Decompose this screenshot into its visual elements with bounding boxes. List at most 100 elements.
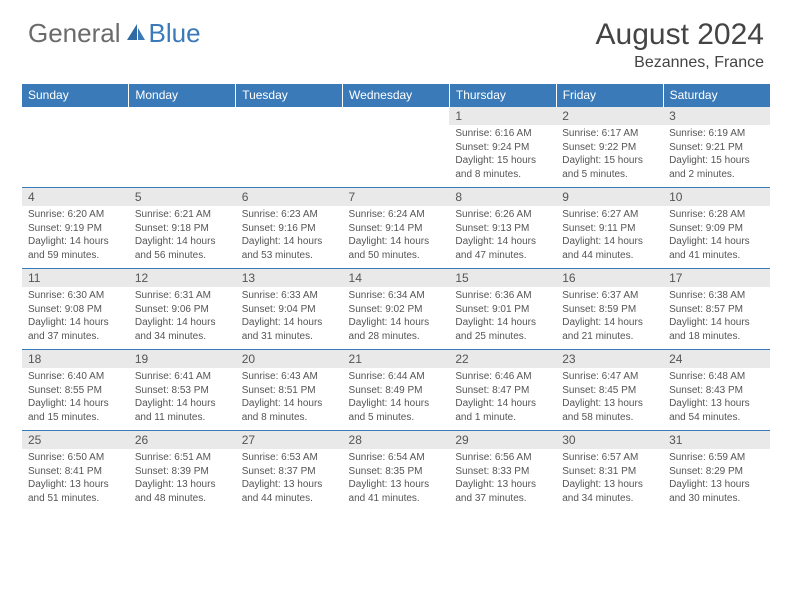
day-number-cell: 2 [556, 107, 663, 126]
day-number-cell: 25 [22, 431, 129, 450]
sunset-line: Sunset: 9:09 PM [669, 222, 764, 236]
sunset-line: Sunset: 9:21 PM [669, 141, 764, 155]
day-number-cell: 20 [236, 350, 343, 369]
daylight-line: Daylight: 13 hours and 48 minutes. [135, 478, 230, 505]
sunrise-line: Sunrise: 6:43 AM [242, 370, 337, 384]
day-number-cell: 21 [343, 350, 450, 369]
sunrise-line: Sunrise: 6:28 AM [669, 208, 764, 222]
sunset-line: Sunset: 9:14 PM [349, 222, 444, 236]
title-block: August 2024 Bezannes, France [596, 18, 764, 72]
daylight-line: Daylight: 13 hours and 44 minutes. [242, 478, 337, 505]
sunrise-line: Sunrise: 6:16 AM [455, 127, 550, 141]
daylight-line: Daylight: 14 hours and 56 minutes. [135, 235, 230, 262]
sunset-line: Sunset: 8:49 PM [349, 384, 444, 398]
daylight-line: Daylight: 14 hours and 25 minutes. [455, 316, 550, 343]
day-number-cell: 5 [129, 188, 236, 207]
day-info-cell: Sunrise: 6:37 AMSunset: 8:59 PMDaylight:… [556, 287, 663, 350]
day-number-cell: 18 [22, 350, 129, 369]
daylight-line: Daylight: 14 hours and 11 minutes. [135, 397, 230, 424]
sunrise-line: Sunrise: 6:46 AM [455, 370, 550, 384]
sunrise-line: Sunrise: 6:44 AM [349, 370, 444, 384]
day-number-cell: 13 [236, 269, 343, 288]
sunrise-line: Sunrise: 6:47 AM [562, 370, 657, 384]
day-number-cell: 14 [343, 269, 450, 288]
day-info-cell: Sunrise: 6:44 AMSunset: 8:49 PMDaylight:… [343, 368, 450, 431]
day-number-cell: 28 [343, 431, 450, 450]
day-info-cell: Sunrise: 6:48 AMSunset: 8:43 PMDaylight:… [663, 368, 770, 431]
day-number-cell: 19 [129, 350, 236, 369]
sunset-line: Sunset: 9:13 PM [455, 222, 550, 236]
sunset-line: Sunset: 8:29 PM [669, 465, 764, 479]
sunrise-line: Sunrise: 6:19 AM [669, 127, 764, 141]
sunset-line: Sunset: 9:22 PM [562, 141, 657, 155]
daylight-line: Daylight: 13 hours and 37 minutes. [455, 478, 550, 505]
daynum-row: 45678910 [22, 188, 770, 207]
daylight-line: Daylight: 14 hours and 34 minutes. [135, 316, 230, 343]
day-info-cell: Sunrise: 6:51 AMSunset: 8:39 PMDaylight:… [129, 449, 236, 511]
day-info-cell: Sunrise: 6:23 AMSunset: 9:16 PMDaylight:… [236, 206, 343, 269]
daynum-row: 25262728293031 [22, 431, 770, 450]
day-number-cell: 3 [663, 107, 770, 126]
sunset-line: Sunset: 8:45 PM [562, 384, 657, 398]
day-number-cell: 8 [449, 188, 556, 207]
day-info-cell: Sunrise: 6:59 AMSunset: 8:29 PMDaylight:… [663, 449, 770, 511]
daylight-line: Daylight: 14 hours and 44 minutes. [562, 235, 657, 262]
day-info-cell: Sunrise: 6:53 AMSunset: 8:37 PMDaylight:… [236, 449, 343, 511]
sunset-line: Sunset: 8:57 PM [669, 303, 764, 317]
day-number-cell: 7 [343, 188, 450, 207]
daylight-line: Daylight: 14 hours and 15 minutes. [28, 397, 123, 424]
day-number-cell: 9 [556, 188, 663, 207]
daylight-line: Daylight: 13 hours and 58 minutes. [562, 397, 657, 424]
sunset-line: Sunset: 9:08 PM [28, 303, 123, 317]
day-info-cell: Sunrise: 6:26 AMSunset: 9:13 PMDaylight:… [449, 206, 556, 269]
day-number-cell [343, 107, 450, 126]
sunset-line: Sunset: 8:41 PM [28, 465, 123, 479]
day-info-cell: Sunrise: 6:17 AMSunset: 9:22 PMDaylight:… [556, 125, 663, 188]
sunrise-line: Sunrise: 6:23 AM [242, 208, 337, 222]
sunrise-line: Sunrise: 6:37 AM [562, 289, 657, 303]
day-info-cell: Sunrise: 6:20 AMSunset: 9:19 PMDaylight:… [22, 206, 129, 269]
day-number-cell: 10 [663, 188, 770, 207]
daynum-row: 11121314151617 [22, 269, 770, 288]
day-info-cell: Sunrise: 6:31 AMSunset: 9:06 PMDaylight:… [129, 287, 236, 350]
day-number-cell: 29 [449, 431, 556, 450]
sunrise-line: Sunrise: 6:59 AM [669, 451, 764, 465]
sunset-line: Sunset: 8:39 PM [135, 465, 230, 479]
day-info-cell: Sunrise: 6:33 AMSunset: 9:04 PMDaylight:… [236, 287, 343, 350]
daylight-line: Daylight: 14 hours and 53 minutes. [242, 235, 337, 262]
day-info-cell: Sunrise: 6:19 AMSunset: 9:21 PMDaylight:… [663, 125, 770, 188]
day-info-cell: Sunrise: 6:50 AMSunset: 8:41 PMDaylight:… [22, 449, 129, 511]
sunset-line: Sunset: 8:51 PM [242, 384, 337, 398]
sunset-line: Sunset: 8:43 PM [669, 384, 764, 398]
day-number-cell: 15 [449, 269, 556, 288]
daynum-row: 123 [22, 107, 770, 126]
daylight-line: Daylight: 14 hours and 50 minutes. [349, 235, 444, 262]
daylight-line: Daylight: 14 hours and 28 minutes. [349, 316, 444, 343]
day-info-cell: Sunrise: 6:57 AMSunset: 8:31 PMDaylight:… [556, 449, 663, 511]
day-number-cell: 6 [236, 188, 343, 207]
daylight-line: Daylight: 15 hours and 2 minutes. [669, 154, 764, 181]
sunset-line: Sunset: 8:55 PM [28, 384, 123, 398]
day-number-cell: 30 [556, 431, 663, 450]
sunset-line: Sunset: 8:35 PM [349, 465, 444, 479]
sunrise-line: Sunrise: 6:38 AM [669, 289, 764, 303]
sunrise-line: Sunrise: 6:20 AM [28, 208, 123, 222]
day-number-cell: 24 [663, 350, 770, 369]
day-info-cell: Sunrise: 6:46 AMSunset: 8:47 PMDaylight:… [449, 368, 556, 431]
day-number-cell: 4 [22, 188, 129, 207]
daylight-line: Daylight: 14 hours and 47 minutes. [455, 235, 550, 262]
info-row: Sunrise: 6:16 AMSunset: 9:24 PMDaylight:… [22, 125, 770, 188]
sunset-line: Sunset: 8:47 PM [455, 384, 550, 398]
info-row: Sunrise: 6:40 AMSunset: 8:55 PMDaylight:… [22, 368, 770, 431]
daylight-line: Daylight: 14 hours and 41 minutes. [669, 235, 764, 262]
sunset-line: Sunset: 9:04 PM [242, 303, 337, 317]
day-number-cell: 1 [449, 107, 556, 126]
sunrise-line: Sunrise: 6:34 AM [349, 289, 444, 303]
day-info-cell: Sunrise: 6:21 AMSunset: 9:18 PMDaylight:… [129, 206, 236, 269]
sunrise-line: Sunrise: 6:40 AM [28, 370, 123, 384]
daylight-line: Daylight: 13 hours and 54 minutes. [669, 397, 764, 424]
sunrise-line: Sunrise: 6:21 AM [135, 208, 230, 222]
day-info-cell [343, 125, 450, 188]
weekday-header: Tuesday [236, 84, 343, 107]
day-number-cell: 23 [556, 350, 663, 369]
